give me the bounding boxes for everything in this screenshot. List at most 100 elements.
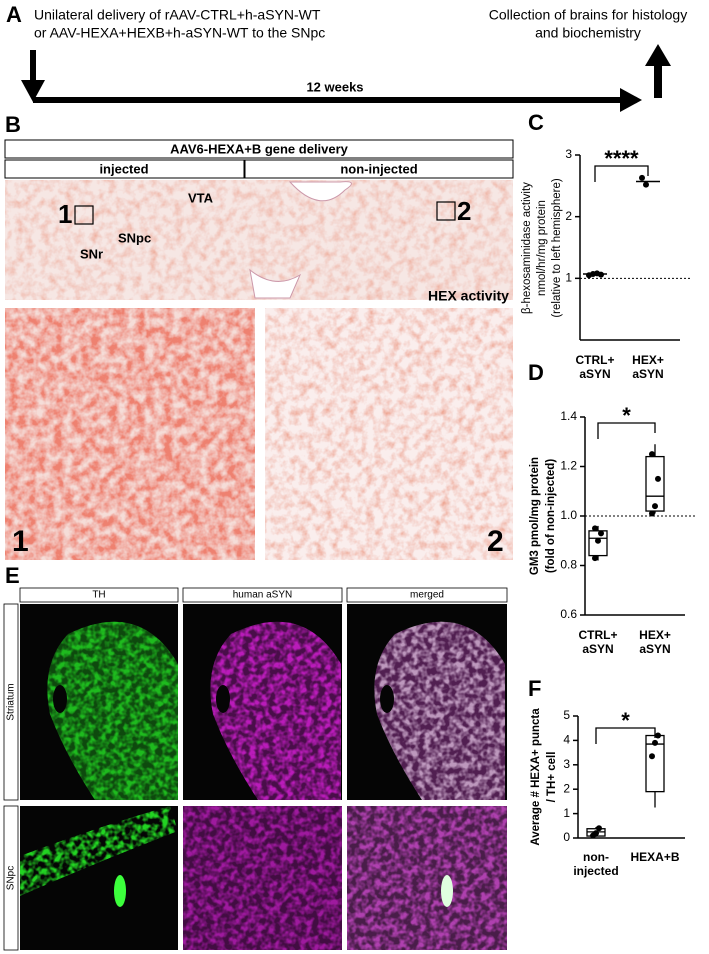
column-box [182,587,343,603]
row-box [3,603,19,801]
ventricle [380,685,394,713]
micrograph-tissue [374,621,505,800]
column-label: merged [410,590,444,601]
row-label: SNpc [6,866,17,890]
panel-label: E [5,563,20,588]
panel-label: C [528,110,544,135]
y-tick-label: 2 [563,781,570,795]
y-axis-label: GM3 pmol/mg protein [529,457,541,575]
x-tick-label: injected [573,864,618,878]
data-point [652,739,658,746]
box-label: 2 [457,196,471,226]
micrograph-tissue-faint [183,806,342,950]
column-box [4,159,245,179]
column-box [244,159,514,179]
data-point [649,753,655,760]
y-axis-label: / TH+ cell [546,752,558,803]
y-tick-label: 0.8 [560,558,577,572]
y-axis-label: nmol/hr/mg protein [536,200,548,296]
x-tick-label: CTRL+ [579,628,618,642]
column-box [19,587,179,603]
region-label: VTA [188,190,214,205]
y-axis-label: β-hexosaminidase activity [521,182,533,314]
significance-bracket [595,727,656,744]
y-tick-label: 3 [565,147,572,161]
arrowhead [21,80,45,102]
data-point [643,181,649,188]
y-tick-label: 1 [563,806,570,820]
x-tick-label: aSYN [582,642,613,656]
x-tick-label: HEX+ [632,353,664,367]
inset-box [74,205,94,225]
x-tick-label: aSYN [639,642,670,656]
micrograph-tissue [20,806,178,896]
timeline-end-text: and biochemistry [535,25,641,41]
header-box [4,139,514,159]
timeline-start-text: or AAV-HEXA+HEXB+h-aSYN-WT to the SNpc [34,25,325,41]
column-box [346,587,508,603]
panel-label: F [528,676,541,701]
significance-label: * [621,708,630,733]
data-point [652,503,658,510]
y-tick-label: 1.2 [560,459,577,473]
data-point [592,525,598,532]
y-tick-label: 4 [563,733,570,747]
data-point [649,451,655,458]
timeline-start-text: Unilateral delivery of rAAV-CTRL+h-aSYN-… [34,7,321,23]
x-tick-label: HEX+ [639,628,671,642]
inset-image [265,308,513,560]
inset-box [436,201,456,221]
significance-bracket [594,165,649,182]
box-label: 1 [58,199,72,229]
column-label: TH [92,590,105,601]
duration-label: 12 weeks [306,79,363,94]
panel-label: A [6,2,22,27]
y-tick-label: 1.4 [560,409,577,423]
column-label: non-injected [340,161,417,176]
significance-bracket [597,422,656,439]
data-point [592,555,598,562]
data-point [598,530,604,537]
row-box [3,805,19,951]
micrograph-bright-spot [441,875,453,907]
y-tick-label: 1 [565,271,572,285]
box [588,530,608,557]
x-tick-label: HEXA+B [630,850,679,864]
micrograph-tissue-faint [47,621,178,800]
y-tick-label: 0 [563,830,570,844]
y-tick-label: 1.0 [560,508,577,522]
y-tick-label: 0.6 [560,607,577,621]
ventricle [53,685,67,713]
inset-label: 2 [487,525,504,558]
data-point [639,174,645,181]
region-label: SNpc [118,230,151,245]
panel-label: B [5,112,21,137]
data-point [655,475,661,482]
timeline-end-text: Collection of brains for histology [489,7,687,23]
section-damage [249,181,352,299]
data-point [655,732,661,739]
micrograph-tissue-faint [347,806,507,950]
arrowhead [645,44,671,66]
inset-image [5,308,255,560]
y-axis-label: (fold of non-injected) [545,459,557,574]
arrowhead [620,88,642,112]
y-tick-label: 3 [563,757,570,771]
y-axis-label: Average # HEXA+ puncta [530,708,542,846]
column-label: human aSYN [233,590,292,601]
inset-label: 1 [12,525,29,558]
micrograph-tissue [47,621,178,800]
x-tick-label: aSYN [579,367,610,381]
micrograph-tissue [347,806,507,950]
micrograph-tissue-faint [210,621,341,800]
micrograph-bright-spot [114,875,126,907]
stain-label: HEX activity [428,288,509,304]
significance-label: **** [604,146,639,171]
box [645,455,665,512]
y-tick-label: 5 [563,708,570,722]
data-point [596,825,602,832]
micrograph-tissue-faint [374,621,505,800]
x-tick-label: non- [583,850,609,864]
